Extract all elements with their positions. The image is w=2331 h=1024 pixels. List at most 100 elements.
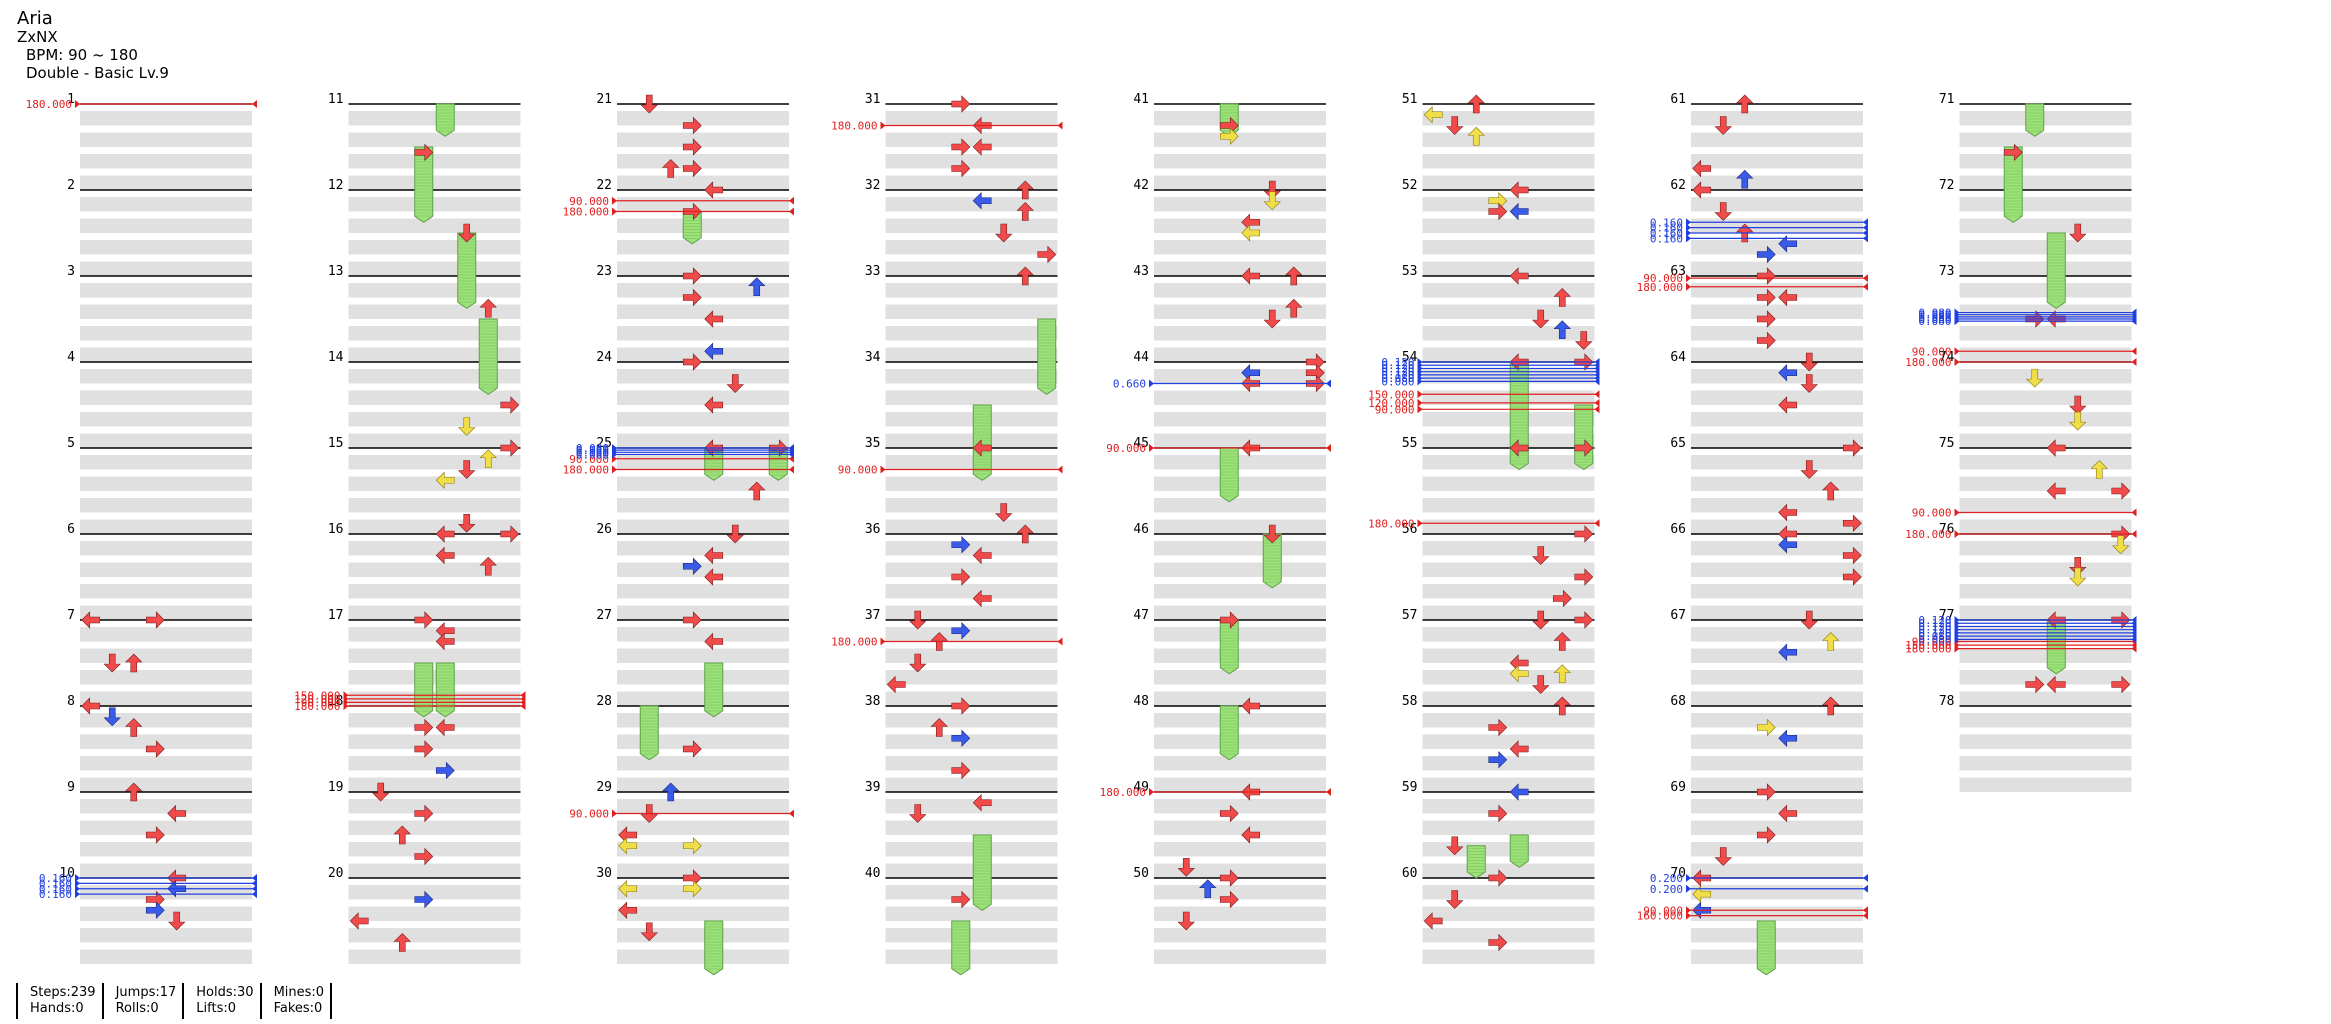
beat-row (1691, 326, 1863, 341)
beat-row (885, 390, 1058, 405)
beat-row (1154, 347, 1326, 362)
measure-number: 36 (865, 522, 881, 537)
measure-number: 17 (328, 608, 344, 623)
measure-number: 21 (596, 92, 612, 107)
measure-number: 24 (596, 350, 612, 365)
hold-body (682, 211, 702, 245)
beat-row (1959, 476, 2132, 491)
beat-row (885, 562, 1058, 577)
arrow-right-icon (1219, 127, 1239, 145)
measure-74: 74 (1939, 350, 2132, 448)
beat-row (348, 863, 521, 878)
beat-row (1154, 541, 1326, 556)
song-info: Aria ZxNX BPM: 90 ~ 180 Double - Basic L… (17, 10, 169, 83)
beat-row (1691, 713, 1863, 728)
beat-row (617, 175, 789, 190)
beat-row (885, 842, 1058, 857)
bpm-change-marker-left (1686, 911, 1691, 920)
measure-number: 19 (328, 780, 344, 795)
arrow-down-icon (1532, 610, 1550, 630)
stop-value: 0.080 (1918, 313, 1951, 326)
arrow-up-icon (479, 556, 497, 576)
arrow-down-icon (909, 653, 927, 673)
beat-row (1154, 132, 1326, 147)
arrow-down-icon (103, 653, 121, 673)
measure-78: 78 (1939, 694, 2132, 792)
measure-68: 68 (1670, 694, 1863, 792)
arrow-right-icon (1756, 783, 1776, 801)
arrow-left-icon (618, 901, 638, 919)
beat-row (1422, 756, 1595, 771)
stop-value: 0.120 (1381, 356, 1414, 369)
arrow-down-icon (1177, 911, 1195, 931)
beat-row (1691, 777, 1863, 792)
stop-value: 0.120 (1918, 620, 1951, 633)
bpm-change-marker-right (1594, 390, 1600, 399)
beat-row (885, 670, 1058, 685)
beat-row (1422, 197, 1595, 212)
stop: 0.120 (1381, 359, 1600, 372)
stop-marker-left (75, 890, 80, 899)
measure-number: 65 (1670, 436, 1686, 451)
arrow-down-icon (726, 524, 744, 544)
measure-number: 18 (328, 694, 344, 709)
bpm-change: 180.000 (1100, 786, 1331, 799)
stop-value: 0.080 (576, 448, 609, 461)
bpm-change-value: 180.000 (1905, 528, 1951, 541)
beat-row (1422, 691, 1595, 706)
arrow-right-icon (1756, 310, 1776, 328)
arrow-down-icon (1800, 610, 1818, 630)
measure-20: 20 (328, 866, 521, 964)
bpm-change: 90.000 (1643, 272, 1868, 285)
beat-row (1422, 584, 1595, 599)
arrow-right-icon (1219, 869, 1239, 887)
beat-row (885, 627, 1058, 642)
measure-number: 43 (1133, 264, 1149, 279)
beat-row (885, 326, 1058, 341)
arrow-down-icon (1532, 309, 1550, 329)
arrow-up-icon (662, 782, 680, 802)
beat-row (1691, 820, 1863, 835)
measure-61: 61 (1670, 92, 1863, 190)
beat-row (1959, 734, 2132, 749)
arrow-left-icon (1778, 729, 1798, 747)
bpm-change-value: 90.000 (1106, 442, 1146, 455)
stop: 0.080 (576, 444, 794, 457)
arrow-down-icon (1800, 352, 1818, 372)
arrow-right-icon (1219, 611, 1239, 629)
stop-marker-right (1863, 884, 1868, 893)
arrow-left-icon (704, 181, 724, 199)
bpm-change-value: 90.000 (1912, 507, 1952, 520)
hold-note (1037, 318, 1057, 395)
beat-row (885, 433, 1058, 448)
stat-fakes: Fakes:0 (273, 1001, 323, 1016)
beat-row (1422, 627, 1595, 642)
arrow-left-icon (1778, 288, 1798, 307)
hold-note (951, 920, 971, 976)
arrow-right-icon (682, 557, 702, 575)
beat-row (348, 777, 521, 792)
measure-number: 25 (596, 436, 612, 451)
arrow-up-icon (1285, 266, 1303, 286)
beat-row (617, 455, 789, 470)
stop: 0.080 (1918, 315, 2137, 328)
arrow-right-icon (500, 396, 520, 414)
beat-row (1422, 455, 1595, 470)
arrow-right-icon (951, 761, 971, 780)
bpm-change: 160.000 (1637, 910, 1868, 923)
hold-body (414, 146, 434, 223)
difficulty-label: Double - Basic Lv.9 (26, 64, 169, 82)
bpm-change-value: 90.000 (1912, 345, 1952, 358)
beat-row (80, 906, 252, 921)
measure-number: 34 (865, 350, 881, 365)
arrow-up-icon (1553, 320, 1571, 340)
arrow-up-icon (1016, 524, 1034, 544)
hold-note (1509, 834, 1529, 868)
arrow-up-icon (1822, 481, 1840, 501)
arrow-right-icon (414, 143, 434, 162)
measure-number: 9 (67, 780, 75, 795)
measure-number: 6 (67, 522, 75, 537)
measure-number: 74 (1939, 350, 1955, 365)
stop: 0.120 (1918, 624, 2137, 637)
beat-row (1154, 605, 1326, 620)
